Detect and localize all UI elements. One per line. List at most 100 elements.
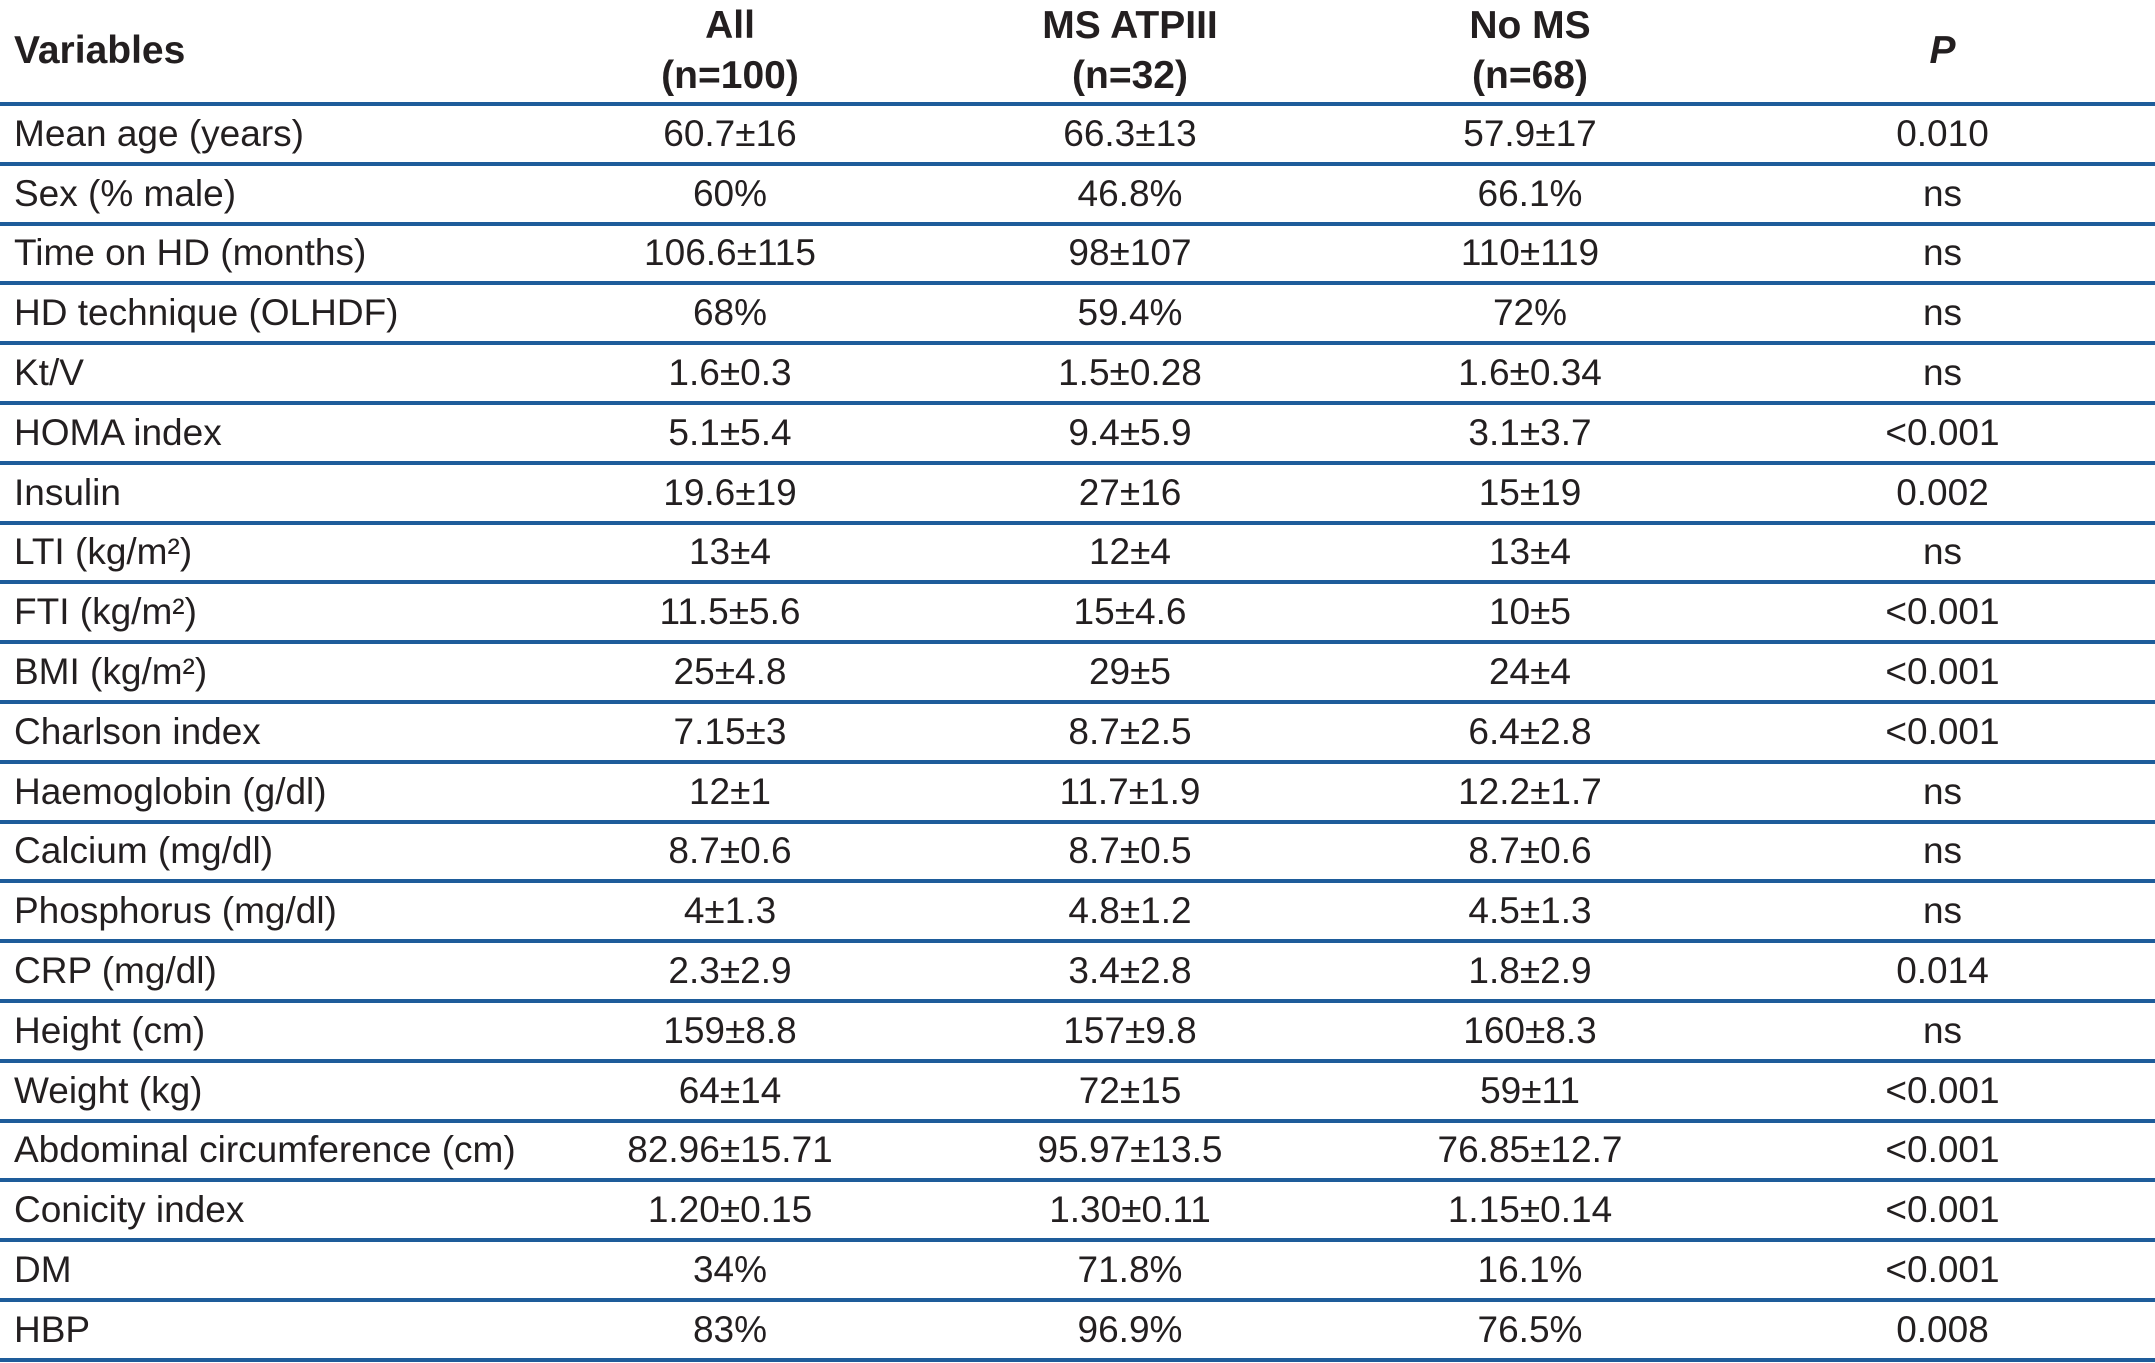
cell-p: ns	[1730, 283, 2155, 346]
cell-all: 1.6±0.3	[530, 343, 930, 405]
cell-all: 2.3±2.9	[530, 941, 930, 1003]
table-body: Mean age (years) 60.7±16 66.3±13 57.9±17 0.0…	[0, 104, 2155, 1362]
cell-p: ns	[1730, 821, 2155, 884]
column-header-all: All (n=100)	[530, 0, 930, 106]
cell-ms-atpiii: 72±15	[930, 1060, 1330, 1123]
column-header-label: MS ATPIII	[1042, 4, 1218, 47]
cell-no-ms: 66.1%	[1330, 163, 1730, 226]
table-row: CRP (mg/dl) 2.3±2.9 3.4±2.8 1.8±2.9 0.014	[0, 941, 2155, 1003]
cell-no-ms: 1.8±2.9	[1330, 941, 1730, 1003]
cell-no-ms: 72%	[1330, 283, 1730, 346]
cell-variable: Insulin	[0, 462, 530, 525]
table-row: Calcium (mg/dl) 8.7±0.6 8.7±0.5 8.7±0.6 ns	[0, 821, 2155, 884]
cell-p: ns	[1730, 163, 2155, 226]
cell-variable: Weight (kg)	[0, 1060, 530, 1123]
table-row: Sex (% male) 60% 46.8% 66.1% ns	[0, 163, 2155, 226]
cell-ms-atpiii: 59.4%	[930, 283, 1330, 346]
cell-no-ms: 6.4±2.8	[1330, 701, 1730, 764]
cell-ms-atpiii: 66.3±13	[930, 104, 1330, 166]
cell-no-ms: 4.5±1.3	[1330, 881, 1730, 944]
cell-p: <0.001	[1730, 642, 2155, 704]
cell-variable: Haemoglobin (g/dl)	[0, 761, 530, 824]
table-row: Time on HD (months) 106.6±115 98±107 110±11…	[0, 223, 2155, 286]
cell-p: ns	[1730, 1000, 2155, 1063]
cell-ms-atpiii: 71.8%	[930, 1240, 1330, 1302]
table-row: Kt/V 1.6±0.3 1.5±0.28 1.6±0.34 ns	[0, 343, 2155, 405]
cell-p: 0.002	[1730, 462, 2155, 525]
table-row: Mean age (years) 60.7±16 66.3±13 57.9±17 0.0…	[0, 104, 2155, 166]
cell-all: 68%	[530, 283, 930, 346]
cell-variable: Height (cm)	[0, 1000, 530, 1063]
column-header-no-ms: No MS (n=68)	[1330, 0, 1730, 106]
table-row: FTI (kg/m²) 11.5±5.6 15±4.6 10±5 <0.001	[0, 582, 2155, 645]
cell-all: 19.6±19	[530, 462, 930, 525]
cell-all: 64±14	[530, 1060, 930, 1123]
header-row: Variables All (n=100) MS ATPIII (n=32) N…	[0, 0, 2155, 106]
cell-ms-atpiii: 3.4±2.8	[930, 941, 1330, 1003]
cell-all: 82.96±15.71	[530, 1120, 930, 1183]
table-row: Height (cm) 159±8.8 157±9.8 160±8.3 ns	[0, 1000, 2155, 1063]
cell-variable: Conicity index	[0, 1180, 530, 1243]
cell-p: ns	[1730, 761, 2155, 824]
cell-no-ms: 16.1%	[1330, 1240, 1730, 1302]
cell-p: <0.001	[1730, 1240, 2155, 1302]
table-row: Weight (kg) 64±14 72±15 59±11 <0.001	[0, 1060, 2155, 1123]
table-row: LTI (kg/m²) 13±4 12±4 13±4 ns	[0, 522, 2155, 585]
column-header-p: P	[1730, 0, 2155, 106]
column-header-sub: (n=32)	[1072, 54, 1188, 97]
cell-variable: BMI (kg/m²)	[0, 642, 530, 704]
cell-all: 60%	[530, 163, 930, 226]
cell-no-ms: 1.6±0.34	[1330, 343, 1730, 405]
table-row: HBP 83% 96.9% 76.5% 0.008	[0, 1299, 2155, 1362]
table-row: Abdominal circumference (cm) 82.96±15.71 9…	[0, 1120, 2155, 1183]
cell-p: ns	[1730, 343, 2155, 405]
cell-p: ns	[1730, 522, 2155, 585]
cell-p: 0.010	[1730, 104, 2155, 166]
table-row: Haemoglobin (g/dl) 12±1 11.7±1.9 12.2±1.7 ns	[0, 761, 2155, 824]
cell-all: 83%	[530, 1299, 930, 1362]
cell-ms-atpiii: 12±4	[930, 522, 1330, 585]
cell-all: 7.15±3	[530, 701, 930, 764]
cell-all: 4±1.3	[530, 881, 930, 944]
table-row: Charlson index 7.15±3 8.7±2.5 6.4±2.8 <0.001	[0, 701, 2155, 764]
cell-ms-atpiii: 98±107	[930, 223, 1330, 286]
column-header-ms-atpiii: MS ATPIII (n=32)	[930, 0, 1330, 106]
table-row: BMI (kg/m²) 25±4.8 29±5 24±4 <0.001	[0, 642, 2155, 704]
cell-all: 1.20±0.15	[530, 1180, 930, 1243]
cell-all: 34%	[530, 1240, 930, 1302]
cell-variable: Mean age (years)	[0, 104, 530, 166]
cell-all: 12±1	[530, 761, 930, 824]
cell-ms-atpiii: 9.4±5.9	[930, 402, 1330, 465]
cell-all: 8.7±0.6	[530, 821, 930, 884]
cell-variable: HBP	[0, 1299, 530, 1362]
cell-no-ms: 110±119	[1330, 223, 1730, 286]
cell-variable: HD technique (OLHDF)	[0, 283, 530, 346]
table-row: DM 34% 71.8% 16.1% <0.001	[0, 1240, 2155, 1302]
cell-ms-atpiii: 4.8±1.2	[930, 881, 1330, 944]
cell-variable: DM	[0, 1240, 530, 1302]
cell-variable: FTI (kg/m²)	[0, 582, 530, 645]
cell-all: 159±8.8	[530, 1000, 930, 1063]
cell-variable: Calcium (mg/dl)	[0, 821, 530, 884]
cell-variable: CRP (mg/dl)	[0, 941, 530, 1003]
cell-p: ns	[1730, 881, 2155, 944]
table-row: Insulin 19.6±19 27±16 15±19 0.002	[0, 462, 2155, 525]
cell-variable: LTI (kg/m²)	[0, 522, 530, 585]
cell-no-ms: 15±19	[1330, 462, 1730, 525]
cell-no-ms: 160±8.3	[1330, 1000, 1730, 1063]
column-header-sub: (n=68)	[1472, 54, 1588, 97]
table-row: Phosphorus (mg/dl) 4±1.3 4.8±1.2 4.5±1.3 ns	[0, 881, 2155, 944]
cell-ms-atpiii: 157±9.8	[930, 1000, 1330, 1063]
cell-p: <0.001	[1730, 402, 2155, 465]
table-row: HD technique (OLHDF) 68% 59.4% 72% ns	[0, 283, 2155, 346]
cell-all: 106.6±115	[530, 223, 930, 286]
cell-ms-atpiii: 95.97±13.5	[930, 1120, 1330, 1183]
cell-ms-atpiii: 1.5±0.28	[930, 343, 1330, 405]
cell-ms-atpiii: 46.8%	[930, 163, 1330, 226]
cell-variable: Abdominal circumference (cm)	[0, 1120, 530, 1183]
cell-ms-atpiii: 96.9%	[930, 1299, 1330, 1362]
column-header-label: All	[705, 4, 755, 47]
table-row: HOMA index 5.1±5.4 9.4±5.9 3.1±3.7 <0.001	[0, 402, 2155, 465]
cell-no-ms: 76.85±12.7	[1330, 1120, 1730, 1183]
